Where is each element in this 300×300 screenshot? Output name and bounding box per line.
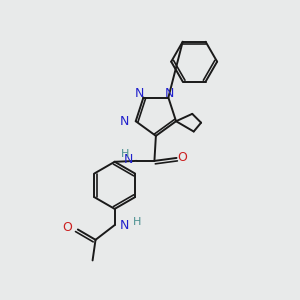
Text: N: N [135, 87, 145, 100]
Text: O: O [177, 152, 187, 164]
Text: N: N [165, 87, 175, 100]
Text: N: N [119, 219, 129, 232]
Text: O: O [63, 220, 73, 234]
Text: N: N [120, 115, 129, 128]
Text: H: H [121, 148, 129, 158]
Text: H: H [133, 217, 141, 227]
Text: N: N [124, 153, 133, 166]
